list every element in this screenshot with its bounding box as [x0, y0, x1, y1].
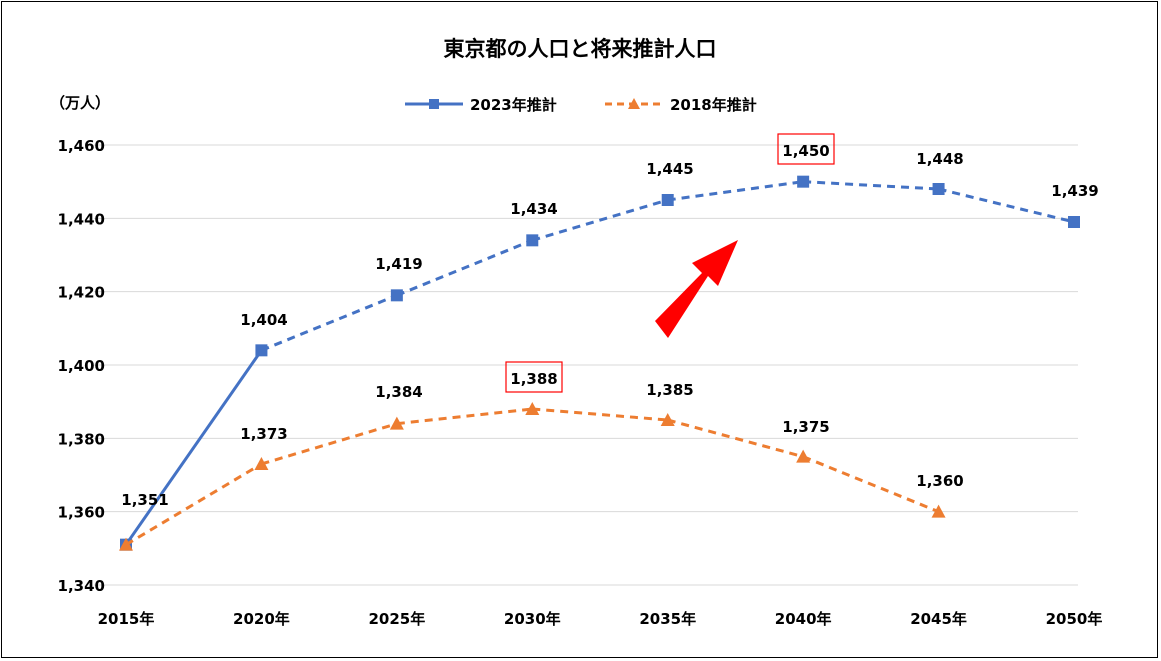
- series-1-segment: [396, 407, 533, 426]
- data-label: 1,448: [916, 150, 963, 168]
- y-tick-label: 1,360: [58, 504, 105, 522]
- y-axis-unit-label: （万人）: [50, 94, 110, 112]
- series-1-segment: [261, 422, 398, 466]
- legend-label-2023: 2023年推計: [470, 96, 557, 114]
- highlight-box: [777, 133, 835, 165]
- y-tick-label: 1,420: [58, 284, 105, 302]
- y-tick-label: 1,380: [58, 430, 105, 448]
- series-0-marker-square: [255, 344, 268, 357]
- series-0-segment: [531, 198, 669, 242]
- series-1-marker-triangle: [254, 457, 269, 470]
- series-0-segment: [667, 180, 804, 202]
- series-0-marker-square: [932, 183, 945, 195]
- legend: 2023年推計 2018年推計: [405, 96, 757, 114]
- data-label: 1,360: [916, 472, 963, 490]
- trend-arrow-icon: [655, 240, 738, 338]
- series-1-marker-triangle: [525, 402, 540, 415]
- x-axis: 2015年 2020年 2025年 2030年 2035年 2040年 2045年 2050年: [98, 610, 1103, 628]
- series-0-segment: [124, 349, 263, 546]
- data-label: 1,404: [240, 311, 287, 329]
- series-1-marker-triangle: [796, 449, 811, 463]
- x-tick-label: 2050年: [1046, 610, 1103, 628]
- x-tick-label: 2025年: [368, 610, 425, 628]
- legend-item-2018: 2018年推計: [605, 96, 757, 114]
- x-tick-label: 2015年: [98, 610, 155, 628]
- x-tick-label: 2040年: [775, 610, 832, 628]
- x-tick-label: 2045年: [910, 610, 967, 628]
- series-0-marker-square: [526, 234, 539, 247]
- legend-item-2023: 2023年推計: [405, 96, 557, 114]
- x-tick-label: 2030年: [504, 610, 561, 628]
- series-0-segment: [803, 180, 939, 191]
- series-group: [119, 175, 1080, 551]
- series-1-marker-triangle: [119, 537, 133, 551]
- series-1-segment: [667, 418, 804, 459]
- data-label: 1,434: [510, 200, 557, 218]
- gridlines: [94, 144, 1078, 586]
- series-0-segment: [396, 238, 533, 297]
- series-1-segment: [125, 462, 263, 546]
- y-tick-label: 1,340: [58, 577, 105, 595]
- data-label: 1,375: [782, 418, 829, 436]
- data-label: 1,373: [240, 425, 287, 443]
- y-tick-label: 1,400: [58, 357, 105, 375]
- data-label: 1,351: [121, 491, 168, 509]
- series-0-marker-square: [1068, 216, 1080, 228]
- series-0-marker-square: [797, 175, 810, 188]
- data-label: 1,384: [375, 383, 422, 401]
- x-tick-label: 2035年: [639, 610, 696, 628]
- y-tick-label: 1,460: [58, 137, 105, 155]
- series-1-marker-triangle: [660, 413, 675, 426]
- data-label: 1,385: [646, 381, 693, 399]
- series-1-segment: [532, 407, 668, 422]
- data-label: 1,450: [782, 142, 829, 160]
- legend-marker-triangle: [628, 98, 640, 109]
- legend-label-2018: 2018年推計: [670, 96, 757, 114]
- chart-title: 東京都の人口と将来推計人口: [444, 37, 717, 61]
- y-axis: 1,340 1,360 1,380 1,400 1,420 1,440 1,460: [58, 137, 105, 595]
- series-1-marker-triangle: [931, 504, 946, 518]
- series-0-segment: [938, 187, 1075, 224]
- data-labels: 1,351 1,404 1,419 1,434 1,445 1,450 1,448 1,439…: [121, 133, 1099, 509]
- highlight-box: [505, 361, 563, 393]
- data-label: 1,439: [1051, 182, 1098, 200]
- x-tick-label: 2020年: [233, 610, 290, 628]
- data-label: 1,445: [646, 160, 693, 178]
- series-1-segment: [802, 455, 940, 514]
- series-0-segment: [260, 293, 398, 352]
- series-1-marker-triangle: [389, 416, 404, 430]
- series-0-marker-square: [390, 289, 403, 302]
- data-label: 1,419: [375, 255, 422, 273]
- y-tick-label: 1,440: [58, 210, 105, 228]
- data-label: 1,388: [510, 370, 557, 388]
- legend-marker-square: [429, 99, 439, 109]
- series-0-marker-square: [661, 194, 674, 206]
